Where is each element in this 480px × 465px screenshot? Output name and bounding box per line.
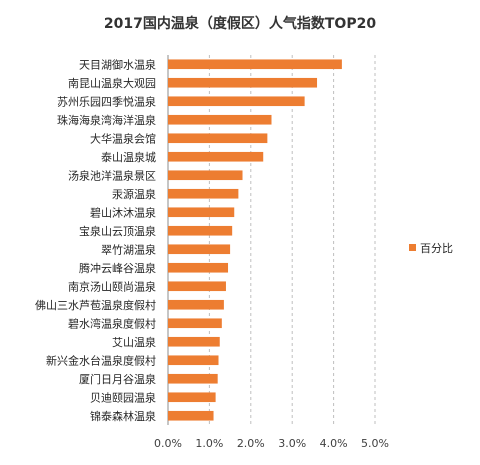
x-axis-ticks: 0.0% 1.0% 2.0% 3.0% 4.0% 5.0%	[154, 437, 389, 450]
bar	[168, 151, 264, 162]
category-label: 南昆山温泉大观园	[68, 76, 156, 90]
x-tick-label: 2.0%	[237, 437, 265, 450]
bar	[168, 373, 218, 384]
bar	[168, 299, 224, 310]
bar	[168, 207, 235, 218]
category-label: 南京汤山颐尚温泉	[68, 279, 156, 293]
legend-label: 百分比	[420, 242, 453, 255]
bar	[168, 77, 318, 88]
category-label: 碧山沐沐温泉	[90, 205, 156, 219]
chart-title: 2017国内温泉（度假区）人气指数TOP20	[104, 15, 376, 32]
category-label: 宝泉山云顶温泉	[79, 224, 156, 238]
bar	[168, 262, 229, 273]
category-label: 汤泉池洋温泉景区	[68, 168, 156, 182]
category-label: 佛山三水芦苞温泉度假村	[35, 298, 156, 312]
x-tick-label: 5.0%	[361, 437, 389, 450]
bar	[168, 96, 305, 107]
bars	[168, 59, 342, 421]
bar	[168, 244, 231, 255]
bar	[168, 114, 272, 125]
bar	[168, 355, 219, 366]
bar	[168, 392, 216, 403]
category-label: 碧水湾温泉度假村	[68, 316, 156, 330]
category-label: 艾山温泉	[112, 335, 156, 349]
legend-swatch	[409, 244, 416, 251]
category-label: 厦门日月谷温泉	[79, 372, 156, 386]
category-labels: 天目湖御水温泉南昆山温泉大观园苏州乐园四季悦温泉珠海海泉湾海洋温泉大华温泉会馆泰…	[35, 57, 156, 423]
bar	[168, 133, 268, 144]
category-label: 珠海海泉湾海洋温泉	[57, 113, 156, 127]
bar	[168, 225, 233, 236]
x-tick-label: 0.0%	[154, 437, 182, 450]
x-tick-label: 3.0%	[278, 437, 306, 450]
category-label: 贝迪颐园温泉	[90, 390, 156, 404]
category-label: 锦泰森林温泉	[90, 409, 156, 423]
category-label: 腾冲云峰谷温泉	[79, 261, 156, 275]
category-label: 泰山温泉城	[101, 150, 156, 164]
category-label: 大华温泉会馆	[90, 131, 156, 145]
category-label: 苏州乐园四季悦温泉	[57, 94, 156, 108]
bar	[168, 188, 239, 199]
x-tick-label: 1.0%	[195, 437, 223, 450]
bar	[168, 410, 214, 421]
gridlines	[167, 55, 376, 425]
bar	[168, 318, 222, 329]
category-label: 汞源温泉	[112, 187, 156, 201]
category-label: 新兴金水台温泉度假村	[46, 353, 156, 367]
category-label: 天目湖御水温泉	[79, 57, 156, 71]
bar	[168, 281, 226, 292]
x-tick-label: 4.0%	[320, 437, 348, 450]
bar	[168, 59, 342, 70]
legend: 百分比	[409, 242, 453, 255]
bar	[168, 170, 243, 181]
category-label: 翠竹湖温泉	[101, 242, 156, 256]
bar	[168, 336, 220, 347]
